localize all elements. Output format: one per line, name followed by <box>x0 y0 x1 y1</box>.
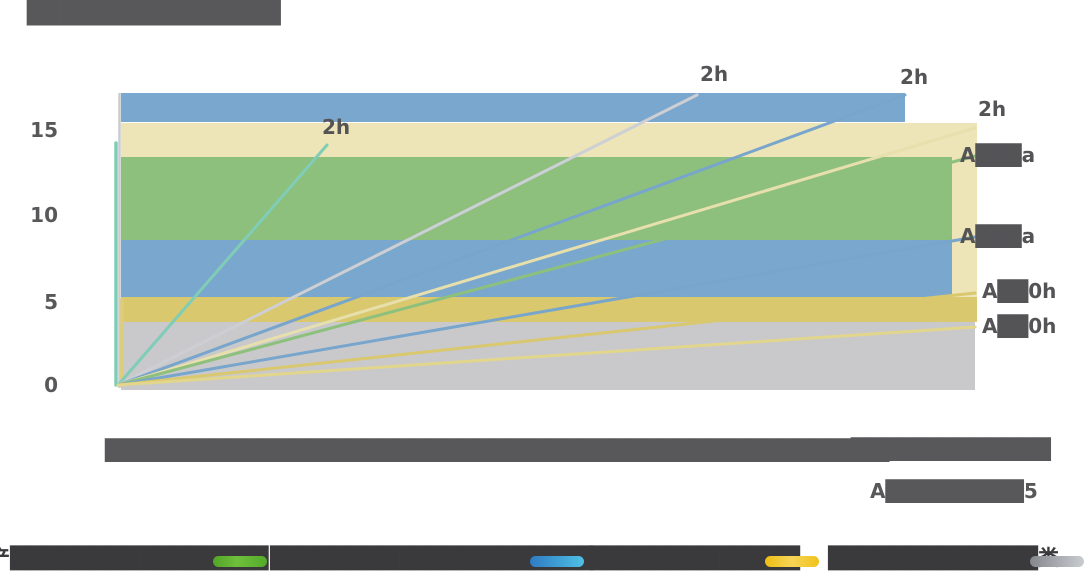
y-tick-0: 0 <box>44 373 58 397</box>
series-line-pale-yellow-diagonal <box>116 126 977 387</box>
x-axis-label-main: ████████████████████████████████████████… <box>105 438 913 462</box>
line-end-label-yellow-b: A██0h <box>982 314 1057 338</box>
x-axis-label-right: 1█████████████ <box>837 437 1051 461</box>
blue-line-marker-icon[interactable] <box>530 556 584 567</box>
legend-item-4-label[interactable]: █████████████类 <box>828 546 1059 570</box>
y-tick-15: 15 <box>30 118 58 142</box>
line-end-label-yellow-a: A██0h <box>982 279 1057 303</box>
line-end-label-gray: 2h <box>700 62 729 86</box>
chart-title: ███████████████ <box>27 1 281 26</box>
line-end-label-blue-a: 2h <box>900 65 929 89</box>
series-line-blue-diagonal-a <box>116 93 907 387</box>
series-line-blue-diagonal-b <box>116 235 977 387</box>
y-tick-10: 10 <box>30 203 58 227</box>
line-end-label-teal: 2h <box>322 115 351 139</box>
green-band <box>121 157 952 240</box>
series-line-yellow-diagonal-b <box>116 325 977 387</box>
series-line-teal-diagonal <box>116 143 329 387</box>
y-tick-5: 5 <box>44 290 58 314</box>
line-end-label-pale-yellow: 2h <box>978 97 1007 121</box>
yellow-line-marker-icon[interactable] <box>765 556 819 567</box>
line-end-label-blue-b: A███a <box>960 224 1036 248</box>
mid-blue-band <box>121 240 952 297</box>
series-line-green-diagonal <box>116 154 977 387</box>
top-blue-band <box>121 93 905 122</box>
series-line-yellow-diagonal-a <box>116 291 977 387</box>
x-axis-label-sub: A█████████5 <box>870 479 1038 503</box>
green-line-marker-icon[interactable] <box>213 556 267 567</box>
legend-item-3-label[interactable]: █████████████ <box>590 546 800 570</box>
gray-line-marker-icon[interactable] <box>1030 556 1084 567</box>
line-end-label-green: A███a <box>960 143 1036 167</box>
series-line-gray-diagonal <box>116 93 699 387</box>
